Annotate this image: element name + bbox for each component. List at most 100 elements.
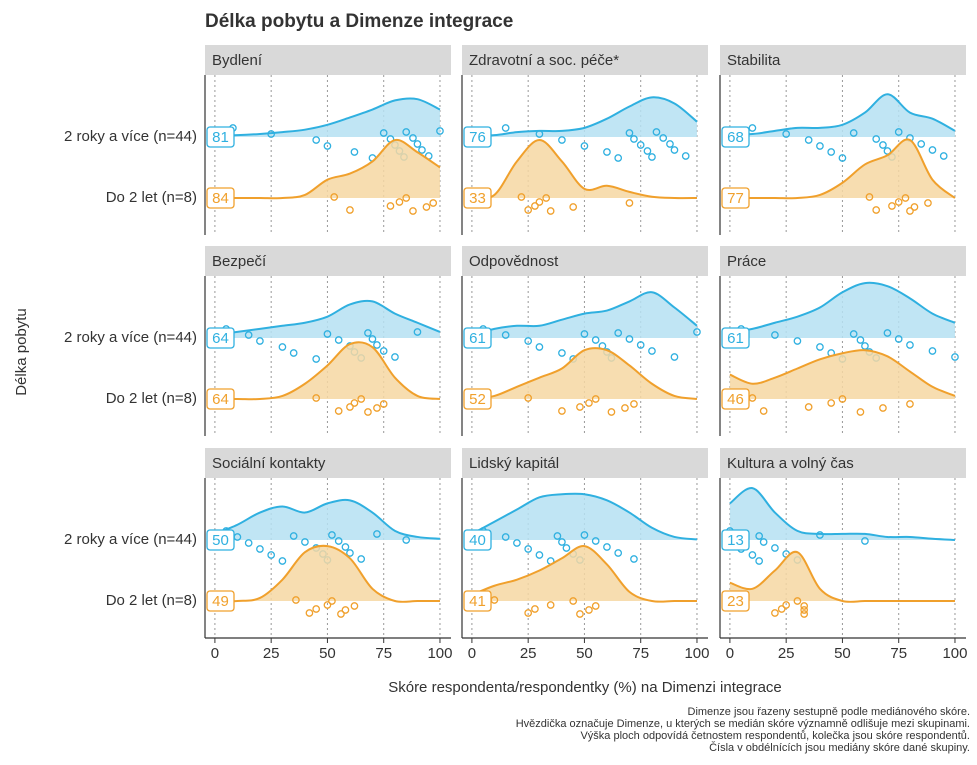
score-point [278,557,287,565]
score-point [591,395,600,403]
score-point [771,331,779,339]
y-tick-label: Do 2 let (n=8) [106,592,197,609]
score-point [888,202,896,210]
density-line [471,545,697,603]
score-point [501,331,510,339]
score-point [312,136,321,144]
x-tick-label: 100 [427,645,452,662]
score-point [334,336,343,344]
score-point [312,394,321,402]
score-point [524,394,533,402]
score-point [244,539,253,547]
score-point [546,207,555,215]
score-point [614,549,623,557]
score-point [827,399,836,407]
score-point [800,606,809,614]
score-point [576,403,584,411]
y-tick-label: 2 roky a více (n=44) [64,128,197,145]
median-label: 23 [727,593,744,610]
density-area [471,348,697,399]
score-point [804,136,813,144]
density-line [471,291,698,336]
median-label: 13 [727,532,744,549]
score-point [816,343,824,351]
score-point [759,407,768,415]
score-point [346,549,354,557]
score-point [357,555,366,563]
score-point [793,337,802,345]
score-point [337,610,345,618]
score-point [951,353,959,361]
x-tick-label: 50 [576,645,593,662]
score-point [553,532,562,540]
panel [471,75,698,235]
score-point [838,154,847,162]
score-point [636,341,645,349]
median-box [206,126,235,148]
score-point [603,543,611,551]
x-tick-label: 100 [684,645,709,662]
score-point [625,129,634,137]
facet-title: Stabilita [727,52,781,69]
score-point [856,408,865,416]
density-line [729,281,956,333]
x-tick-label: 25 [263,645,280,662]
median-box [206,388,235,410]
score-point [402,536,411,544]
score-point [603,148,611,156]
density-area [214,139,440,199]
density-line [471,96,698,137]
score-point [346,206,354,214]
score-point [535,343,544,351]
density-area [729,94,955,137]
y-axis-title: Délka pobytu [13,308,30,396]
score-point [531,202,539,210]
density-area [214,300,440,338]
density-line [214,498,441,540]
density-area [471,546,697,602]
score-point [531,605,539,613]
score-point [630,555,638,563]
density-area [471,493,697,540]
score-point [524,337,533,345]
facet-strip [720,448,966,478]
score-point [535,198,544,206]
score-point [652,128,661,136]
median-box [721,187,750,209]
facet-strip [720,45,966,75]
median-box [463,529,492,551]
median-box [721,126,750,148]
score-point [364,408,372,416]
score-point [576,610,584,618]
panel [214,478,441,638]
score-point [391,353,399,361]
median-box [721,590,750,612]
density-area [214,545,440,602]
score-point [849,129,858,137]
density-line [471,347,698,400]
score-point [759,538,768,546]
x-axis-title: Skóre respondenta/respondentky (%) na Di… [388,679,782,696]
x-tick-label: 50 [319,645,336,662]
density-area [729,488,955,540]
score-point [386,202,395,210]
score-point [643,147,652,155]
score-point [305,609,314,617]
score-point [256,545,264,553]
score-point [323,601,332,609]
density-line [214,544,440,603]
score-point [804,403,813,411]
median-label: 84 [212,190,229,207]
footnote: Výška ploch odpovídá četnostem responden… [580,730,970,742]
score-point [917,140,926,148]
score-point [501,533,510,541]
score-point [501,124,510,132]
facet-strip [462,45,708,75]
score-point [524,545,533,553]
x-tick-label: 25 [778,645,795,662]
density-line [729,93,956,136]
score-point [350,602,359,610]
score-point [357,395,366,403]
density-area [214,98,440,137]
score-point [879,404,887,412]
